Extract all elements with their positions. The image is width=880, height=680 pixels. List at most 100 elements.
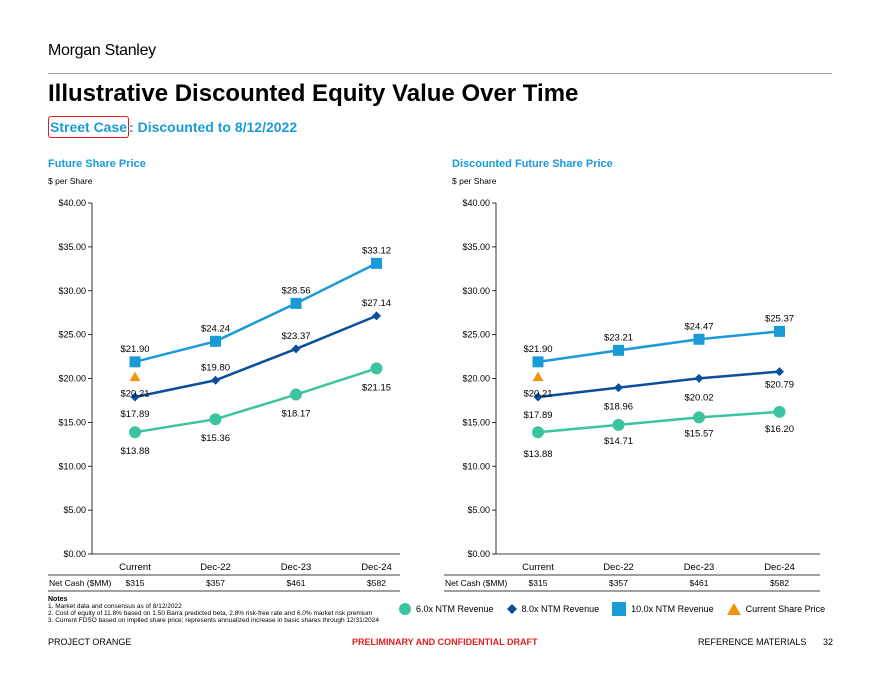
point-marker-10x <box>210 335 221 347</box>
data-label-8x: $17.89 <box>120 409 149 420</box>
y-tick-label: $35.00 <box>58 242 86 252</box>
notes: Notes 1. Market data and consensus as of… <box>48 596 398 624</box>
y-tick-label: $0.00 <box>63 549 86 559</box>
current-price-label: $20.21 <box>523 389 552 400</box>
x-tick-label: Dec-23 <box>684 562 715 573</box>
data-label-6x: $13.88 <box>523 449 552 460</box>
subtitle-highlight: Street Case <box>48 116 130 138</box>
series-line-10x <box>134 262 378 364</box>
legend-label-8x: 8.0x NTM Revenue <box>521 604 600 614</box>
data-label-10x: $33.12 <box>362 245 391 256</box>
point-marker-8x <box>211 375 220 385</box>
data-label-10x: $23.21 <box>604 332 633 343</box>
series-line-10x <box>537 330 780 364</box>
legend-item-6x: 6.0x NTM Revenue <box>398 602 494 616</box>
footer-confidential: PRELIMINARY AND CONFIDENTIAL DRAFT <box>352 637 538 647</box>
net-cash-value: $357 <box>206 578 225 588</box>
triangle-marker-icon <box>726 603 741 615</box>
note-item: 1. Market data and consensus as of 8/12/… <box>48 603 182 610</box>
subtitle-rest: : Discounted to 8/12/2022 <box>129 119 298 135</box>
y-tick-label: $10.00 <box>462 461 490 471</box>
point-marker-8x <box>775 367 784 377</box>
net-cash-value: $315 <box>529 578 548 588</box>
y-tick-label: $0.00 <box>467 549 490 559</box>
legend-item-8x: 8.0x NTM Revenue <box>506 603 600 615</box>
left-chart-unit: $ per Share <box>48 176 93 186</box>
point-marker-6x <box>209 413 222 426</box>
x-tick-label: Current <box>522 562 554 573</box>
data-label-10x: $28.56 <box>281 285 310 296</box>
square-marker-icon <box>612 602 627 616</box>
data-label-8x: $20.02 <box>684 392 713 403</box>
right-chart-title: Discounted Future Share Price <box>452 158 613 170</box>
point-marker-6x <box>129 426 141 439</box>
point-marker-6x <box>532 426 544 439</box>
x-tick-label: Dec-22 <box>200 562 231 573</box>
data-label-10x: $25.37 <box>765 313 794 324</box>
x-tick-label: Dec-22 <box>603 562 634 573</box>
point-marker-8x <box>614 383 623 393</box>
legend-item-current: Current Share Price <box>726 602 825 616</box>
series-line-6x <box>134 367 377 434</box>
y-tick-label: $25.00 <box>462 330 490 340</box>
y-tick-label: $35.00 <box>462 242 490 252</box>
page-subtitle: Street Case: Discounted to 8/12/2022 <box>48 116 298 138</box>
data-label-6x: $15.36 <box>201 433 230 444</box>
point-marker-8x <box>291 344 301 354</box>
point-marker-10x <box>613 344 624 356</box>
y-tick-label: $25.00 <box>58 330 86 340</box>
y-tick-label: $30.00 <box>58 286 86 296</box>
point-marker-8x <box>533 392 543 402</box>
data-label-6x: $13.88 <box>120 446 149 457</box>
data-label-10x: $24.47 <box>684 321 713 332</box>
legend-item-10x: 10.0x NTM Revenue <box>611 601 714 617</box>
diamond-marker-icon <box>506 604 517 614</box>
note-item: 2. Cost of equity of 11.8% based on 1.50… <box>48 610 373 617</box>
y-tick-label: $5.00 <box>63 505 86 515</box>
note-item: 3. Current FDSO based on implied share p… <box>48 617 379 624</box>
point-marker-10x <box>129 356 141 368</box>
current-price-label: $20.21 <box>120 389 149 400</box>
x-tick-label: Dec-24 <box>361 562 392 573</box>
x-tick-label: Dec-23 <box>281 562 312 573</box>
point-marker-8x <box>372 311 381 321</box>
data-label-8x: $19.80 <box>201 362 230 373</box>
net-cash-label: Net Cash ($MM) <box>49 578 112 588</box>
page-number: 32 <box>823 637 834 647</box>
left-chart-title: Future Share Price <box>48 158 146 170</box>
chart-legend: 6.0x NTM Revenue 8.0x NTM Revenue 10.0x … <box>398 601 837 617</box>
y-tick-label: $30.00 <box>462 286 490 296</box>
y-tick-label: $15.00 <box>462 417 490 427</box>
y-tick-label: $15.00 <box>58 417 86 427</box>
data-label-10x: $24.24 <box>201 323 230 334</box>
net-cash-label: Net Cash ($MM) <box>445 578 508 588</box>
point-marker-6x <box>773 405 786 418</box>
net-cash-value: $582 <box>367 578 386 588</box>
point-marker-10x <box>371 257 382 269</box>
net-cash-value: $357 <box>609 578 628 588</box>
data-label-6x: $18.17 <box>281 409 310 420</box>
company-logo: Morgan Stanley <box>48 42 156 59</box>
y-tick-label: $10.00 <box>58 461 86 471</box>
net-cash-value: $315 <box>126 578 145 588</box>
point-marker-6x <box>612 418 625 431</box>
point-marker-10x <box>693 333 705 345</box>
net-cash-value: $461 <box>690 578 709 588</box>
y-tick-label: $20.00 <box>462 374 490 384</box>
notes-heading: Notes <box>48 596 68 603</box>
legend-label-6x: 6.0x NTM Revenue <box>416 604 494 614</box>
legend-label-10x: 10.0x NTM Revenue <box>631 604 714 614</box>
x-tick-label: Current <box>119 562 151 573</box>
series-line-8x <box>537 370 780 399</box>
current-price-marker <box>532 371 544 382</box>
data-label-6x: $16.20 <box>765 424 794 435</box>
data-label-8x: $23.37 <box>281 331 310 342</box>
data-label-6x: $15.57 <box>684 428 713 439</box>
net-cash-value: $461 <box>287 578 306 588</box>
right-chart-unit: $ per Share <box>452 176 497 186</box>
y-tick-label: $40.00 <box>462 198 490 208</box>
point-marker-10x <box>290 297 302 309</box>
point-marker-6x <box>290 388 302 401</box>
